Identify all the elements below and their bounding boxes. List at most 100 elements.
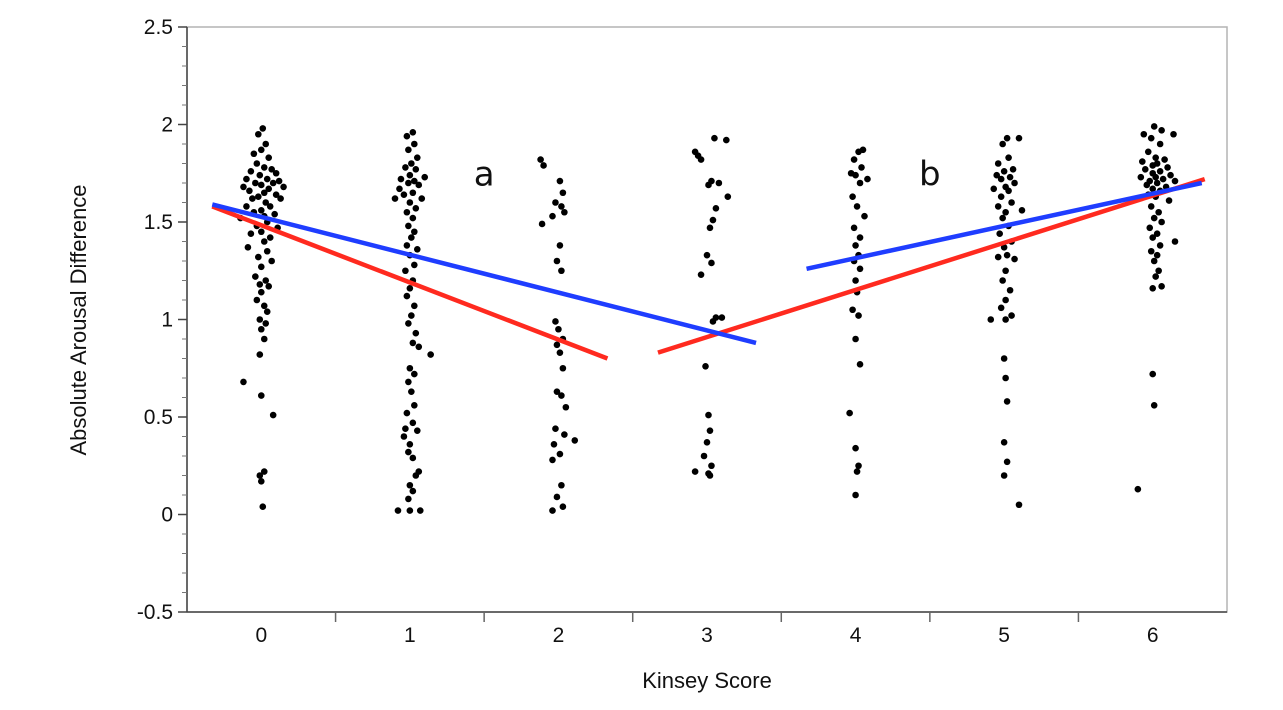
data-point — [411, 140, 418, 148]
data-point — [1003, 251, 1011, 259]
data-point — [706, 472, 714, 479]
data-point — [556, 242, 564, 249]
data-point — [412, 329, 420, 337]
data-point — [405, 378, 412, 386]
data-point — [409, 454, 417, 462]
x-axis-title: Kinsey Score — [642, 668, 772, 693]
data-point — [990, 185, 998, 193]
data-point — [1153, 179, 1161, 187]
data-point — [1141, 166, 1149, 173]
data-point — [1140, 130, 1148, 138]
data-point — [705, 411, 712, 419]
data-point — [257, 181, 265, 189]
data-point — [724, 193, 732, 200]
data-point — [406, 507, 414, 514]
data-point — [1143, 181, 1151, 189]
data-point — [1149, 185, 1157, 193]
data-point — [856, 265, 864, 273]
data-point — [260, 468, 268, 475]
data-point — [555, 325, 562, 333]
data-point — [406, 285, 414, 292]
data-point — [552, 318, 559, 325]
data-point — [405, 320, 412, 327]
y-tick-label: 1 — [161, 309, 173, 332]
x-tick-label: 5 — [998, 624, 1010, 647]
data-point — [697, 156, 705, 163]
data-point — [706, 427, 714, 434]
data-point — [1006, 286, 1014, 294]
data-point — [408, 312, 415, 319]
data-point — [263, 175, 271, 183]
data-point — [1002, 374, 1009, 382]
data-point — [556, 177, 564, 185]
y-tick-label: -0.5 — [137, 601, 173, 624]
x-tick-label: 4 — [850, 624, 862, 647]
data-point — [263, 247, 271, 255]
data-point — [861, 212, 868, 220]
data-point — [850, 224, 858, 232]
data-point — [421, 173, 429, 181]
data-point — [697, 271, 705, 278]
data-point — [993, 171, 1001, 179]
data-point — [1147, 134, 1155, 142]
data-point — [1153, 251, 1161, 259]
data-point — [715, 179, 723, 187]
y-tick-label: 1.5 — [144, 211, 173, 234]
data-point — [400, 191, 408, 198]
data-point — [858, 164, 865, 171]
data-point — [413, 427, 421, 434]
data-point — [549, 507, 556, 514]
data-point — [1155, 208, 1162, 216]
data-point — [413, 246, 421, 253]
data-point — [855, 312, 862, 319]
data-point — [853, 203, 861, 210]
data-point — [559, 503, 567, 511]
y-tick-label: 2.5 — [144, 16, 173, 39]
data-point — [396, 185, 403, 193]
data-point — [1153, 230, 1161, 237]
data-point — [856, 234, 864, 241]
regression-lines — [211, 176, 1206, 361]
data-point — [999, 277, 1006, 284]
fit-line — [211, 204, 609, 361]
data-point — [244, 244, 252, 251]
data-point — [427, 351, 434, 358]
x-tick-label: 2 — [553, 624, 565, 647]
data-point — [1147, 247, 1155, 255]
data-point — [540, 162, 547, 169]
data-point — [391, 195, 399, 202]
data-point — [262, 199, 270, 206]
data-point — [1161, 156, 1168, 163]
data-point — [1000, 244, 1008, 251]
data-point — [846, 409, 853, 417]
data-point — [1149, 370, 1157, 378]
data-point — [1156, 140, 1164, 148]
data-point — [256, 472, 264, 479]
data-point — [243, 175, 250, 183]
data-point — [257, 325, 265, 333]
data-point — [553, 388, 561, 395]
data-point — [997, 193, 1005, 200]
data-point — [1149, 234, 1157, 241]
data-point — [256, 281, 264, 288]
data-point — [412, 205, 420, 212]
data-point — [1003, 134, 1011, 142]
data-point — [712, 205, 720, 212]
data-point — [277, 195, 284, 202]
data-point — [700, 452, 708, 460]
data-point — [1009, 166, 1017, 173]
data-point — [708, 462, 715, 470]
data-point — [409, 189, 417, 197]
data-point — [987, 316, 995, 323]
data-point — [1008, 312, 1015, 319]
fit-line — [806, 180, 1203, 271]
data-point — [409, 419, 417, 427]
data-point — [271, 210, 278, 218]
data-point — [1000, 472, 1008, 479]
data-point — [1152, 154, 1159, 161]
data-point — [556, 450, 564, 458]
data-point — [402, 425, 409, 433]
data-point — [856, 179, 864, 187]
data-point — [1165, 197, 1173, 204]
data-point — [415, 343, 423, 351]
